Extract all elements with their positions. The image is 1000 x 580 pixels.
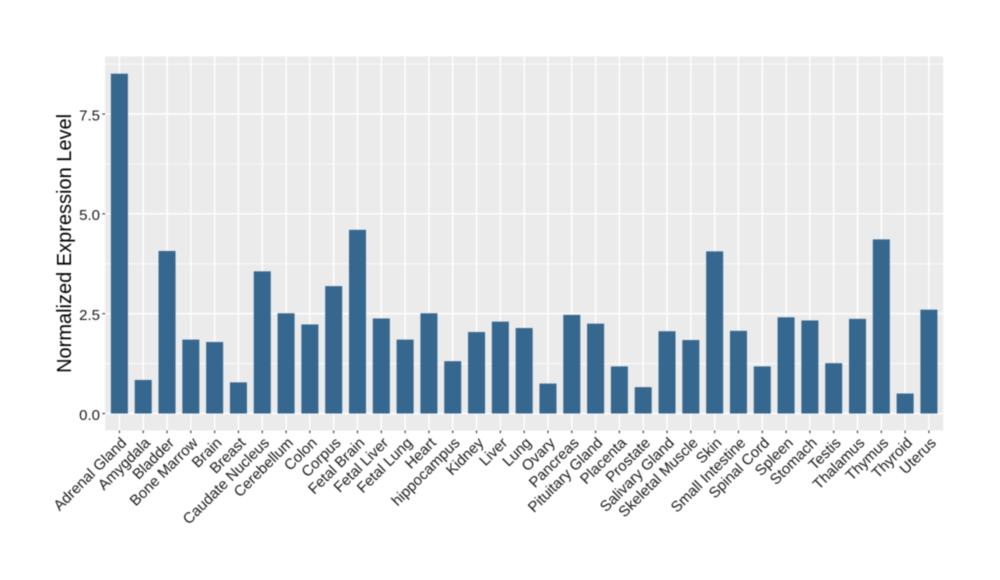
svg-text:7.5: 7.5 bbox=[79, 107, 100, 124]
svg-text:2.5: 2.5 bbox=[79, 307, 100, 324]
svg-text:Normalized Expression Level: Normalized Expression Level bbox=[54, 114, 76, 373]
svg-text:5.0: 5.0 bbox=[79, 207, 100, 224]
svg-text:0.0: 0.0 bbox=[79, 407, 100, 424]
